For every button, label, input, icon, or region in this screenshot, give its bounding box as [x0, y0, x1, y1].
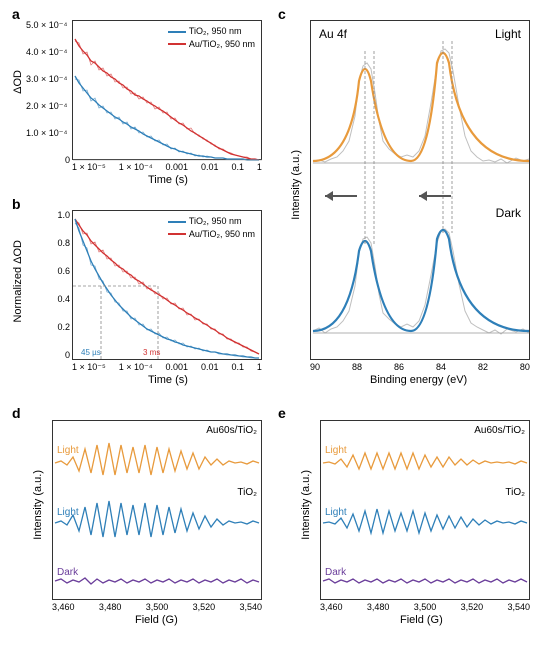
xtick-a-3: 0.01 — [201, 162, 219, 173]
chart-c-svg — [311, 21, 531, 361]
ytick-b-2: 0.4 — [54, 294, 70, 304]
chart-e: Light Au60s/TiO₂ Light TiO₂ Dark — [320, 420, 530, 600]
e-trace2-annot: TiO₂ — [505, 487, 525, 498]
ytick-b-5: 1.0 — [54, 210, 70, 220]
ylabel-b: Normalized ΔOD — [12, 240, 24, 323]
ytick-a-2: 2.0 × 10⁻⁴ — [26, 101, 67, 112]
ytick-b-row: 0 0.2 0.4 0.6 0.8 1.0 — [54, 210, 70, 360]
panel-label-e: e — [278, 405, 286, 421]
ytick-b-3: 0.6 — [54, 266, 70, 276]
xtick-e-4: 3,540 — [507, 602, 530, 612]
ytick-a-0: 0 — [60, 155, 70, 165]
ytick-a-3: 3.0 × 10⁻⁴ — [26, 74, 67, 85]
ylabel-d: Intensity (a.u.) — [32, 470, 44, 540]
xtick-e-1: 3,480 — [367, 602, 390, 612]
xtick-b-0: 1 × 10⁻⁵ — [72, 362, 106, 373]
ytick-a-4: 4.0 × 10⁻⁴ — [26, 47, 67, 58]
xlabel-d: Field (G) — [135, 614, 178, 626]
xtick-c-5: 80 — [520, 362, 530, 372]
chart-e-svg — [321, 421, 531, 601]
chart-b: TiO₂, 950 nm Au/TiO₂, 950 nm 45 µs 3 ms — [72, 210, 262, 360]
xlabel-c: Binding energy (eV) — [370, 374, 467, 386]
e-trace1-annot: Au60s/TiO₂ — [474, 425, 525, 436]
ylabel-e: Intensity (a.u.) — [300, 470, 312, 540]
d-trace2-name: Light — [57, 507, 79, 518]
xtick-d-4: 3,540 — [239, 602, 262, 612]
ytick-b-4: 0.8 — [54, 238, 70, 248]
xtick-d: 3,460 3,480 3,500 3,520 3,540 — [52, 602, 262, 612]
ytick-a-5: 5.0 × 10⁻⁴ — [26, 20, 67, 31]
e-trace1-name: Light — [325, 445, 347, 456]
xtick-e-3: 3,520 — [461, 602, 484, 612]
chart-c: Au 4f Light Dark — [310, 20, 530, 360]
xlabel-e: Field (G) — [400, 614, 443, 626]
xtick-c-1: 88 — [352, 362, 362, 372]
xtick-d-0: 3,460 — [52, 602, 75, 612]
xtick-b-1: 1 × 10⁻⁴ — [119, 362, 153, 373]
chart-a: TiO₂, 950 nm Au/TiO₂, 950 nm — [72, 20, 262, 160]
xtick-b: 1 × 10⁻⁵ 1 × 10⁻⁴ 0.001 0.01 0.1 1 — [72, 362, 262, 373]
e-trace2-name: Light — [325, 507, 347, 518]
xtick-e: 3,460 3,480 3,500 3,520 3,540 — [320, 602, 530, 612]
panel-label-c: c — [278, 6, 286, 22]
xtick-c-2: 86 — [394, 362, 404, 372]
d-trace1-name: Light — [57, 445, 79, 456]
ylabel-a: ΔOD — [12, 70, 24, 94]
xtick-b-5: 1 — [257, 362, 262, 373]
c-title: Au 4f — [319, 27, 347, 41]
panel-label-a: a — [12, 6, 20, 22]
legend-a: TiO₂, 950 nm Au/TiO₂, 950 nm — [168, 25, 255, 50]
xtick-a-0: 1 × 10⁻⁵ — [72, 162, 106, 173]
xtick-a-2: 0.001 — [166, 162, 189, 173]
panel-label-d: d — [12, 405, 21, 421]
legend-a-2: Au/TiO₂, 950 nm — [189, 39, 255, 49]
xtick-a-1: 1 × 10⁻⁴ — [119, 162, 153, 173]
legend-b-2: Au/TiO₂, 950 nm — [189, 229, 255, 239]
xtick-a: 1 × 10⁻⁵ 1 × 10⁻⁴ 0.001 0.01 0.1 1 — [72, 162, 262, 173]
ytick-b-0: 0 — [54, 350, 70, 360]
xtick-d-3: 3,520 — [193, 602, 216, 612]
xtick-a-4: 0.1 — [231, 162, 244, 173]
xtick-c-0: 90 — [310, 362, 320, 372]
xlabel-b: Time (s) — [148, 374, 188, 386]
xtick-e-2: 3,500 — [414, 602, 437, 612]
ylabel-c: Intensity (a.u.) — [290, 150, 302, 220]
chart-d-svg — [53, 421, 263, 601]
chart-d: Light Au60s/TiO₂ Light TiO₂ Dark — [52, 420, 262, 600]
c-dark: Dark — [496, 206, 521, 220]
d-trace3-name: Dark — [57, 567, 78, 578]
xtick-d-1: 3,480 — [99, 602, 122, 612]
xtick-b-2: 0.001 — [166, 362, 189, 373]
d-trace2-annot: TiO₂ — [237, 487, 257, 498]
d-trace1-annot: Au60s/TiO₂ — [206, 425, 257, 436]
marker-b-1: 45 µs — [81, 348, 101, 357]
e-trace3-name: Dark — [325, 567, 346, 578]
xlabel-a: Time (s) — [148, 174, 188, 186]
xtick-c-3: 84 — [436, 362, 446, 372]
ytick-a-1: 1.0 × 10⁻⁴ — [26, 128, 67, 139]
xtick-e-0: 3,460 — [320, 602, 343, 612]
xtick-b-3: 0.01 — [201, 362, 219, 373]
xtick-c-4: 82 — [478, 362, 488, 372]
ytick-b-1: 0.2 — [54, 322, 70, 332]
legend-b-1: TiO₂, 950 nm — [189, 216, 242, 226]
xtick-b-4: 0.1 — [231, 362, 244, 373]
xtick-a-5: 1 — [257, 162, 262, 173]
legend-b: TiO₂, 950 nm Au/TiO₂, 950 nm — [168, 215, 255, 240]
marker-b-2: 3 ms — [143, 348, 160, 357]
legend-a-1: TiO₂, 950 nm — [189, 26, 242, 36]
xtick-c: 90 88 86 84 82 80 — [310, 362, 530, 372]
xtick-d-2: 3,500 — [146, 602, 169, 612]
panel-label-b: b — [12, 196, 21, 212]
c-light: Light — [495, 27, 521, 41]
